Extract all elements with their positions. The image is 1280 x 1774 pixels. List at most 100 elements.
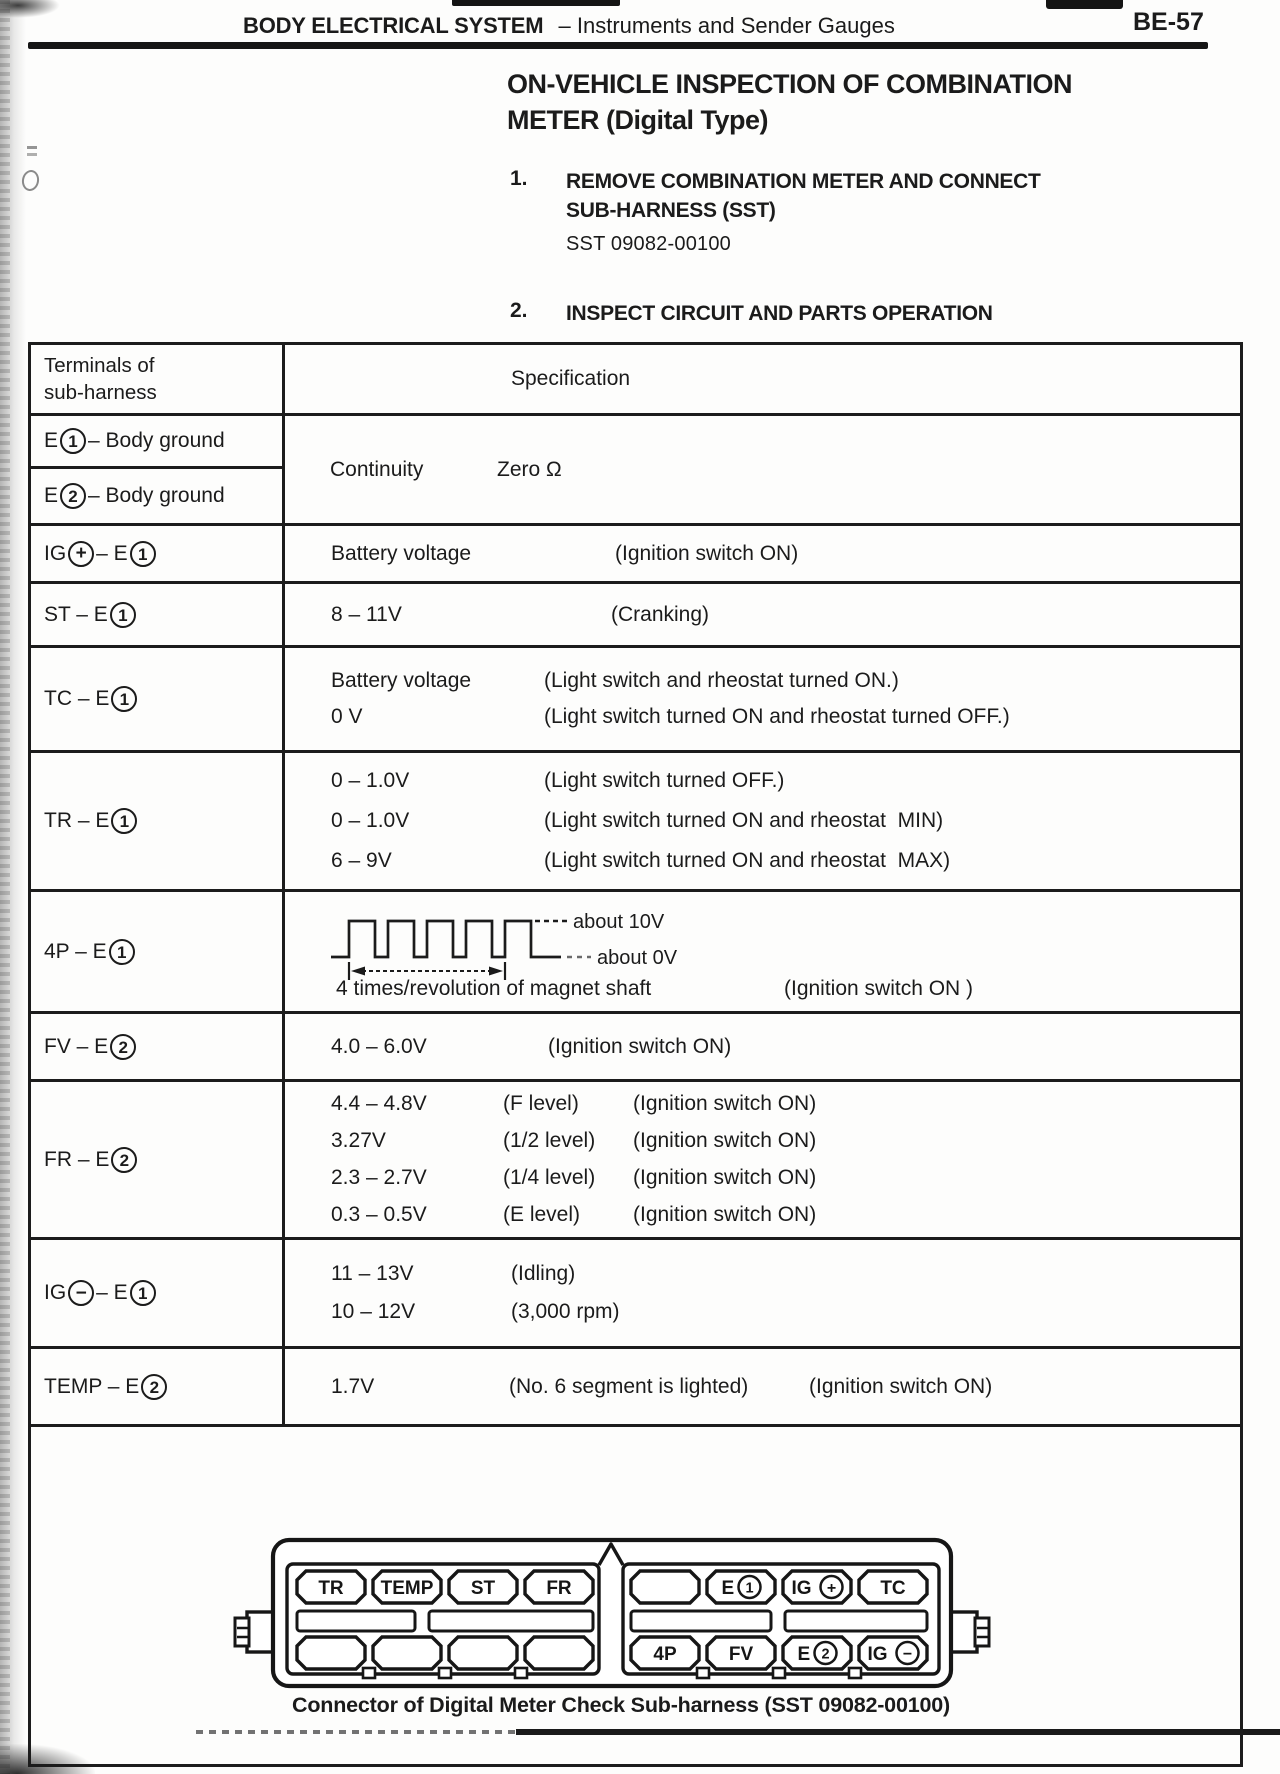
middle-slot-3 — [629, 1609, 773, 1633]
spec-cell-tr-e1: 0 – 1.0V (Light switch turned OFF.) 0 – 1.… — [282, 750, 1243, 892]
spec-content: 4.4 – 4.8V (F level) (Ignition switch ON) 3… — [285, 1082, 1240, 1237]
header-cell-terminals: Terminals of sub-harness — [28, 342, 285, 416]
circled-symbol: 2 — [110, 1033, 137, 1060]
pin-label-text: IG — [792, 1578, 812, 1599]
terminal-text: E — [44, 429, 59, 453]
pin-label-text: TR — [318, 1578, 344, 1599]
spec-text: (E level) — [503, 1203, 581, 1226]
spec-line: 4.4 – 4.8V (F level) (Ignition switch ON) — [285, 1086, 1240, 1123]
spec-text: (Ignition switch ON ) — [784, 977, 974, 1000]
page-number: BE-57 — [1133, 8, 1204, 36]
diagram-caption: Connector of Digital Meter Check Sub-har… — [292, 1693, 950, 1717]
pin-label-text: E — [722, 1578, 735, 1599]
connector-pin-bottom-fv — [705, 1635, 777, 1671]
circled-symbol: 1 — [109, 601, 136, 628]
pin-label-circle-symbol: 2 — [821, 1647, 829, 1663]
spec-text: (Light switch and rheostat turned ON.) — [544, 669, 899, 692]
step2-number: 2. — [510, 299, 528, 322]
step1-sst-note: SST 09082-00100 — [566, 233, 731, 255]
scan-top-bar-2 — [1046, 0, 1123, 9]
spec-text: (Cranking) — [611, 602, 710, 626]
spec-text: 0 – 1.0V — [331, 769, 410, 792]
spec-text: 3.27V — [331, 1129, 386, 1152]
terminal-text: TC – E — [44, 687, 110, 710]
spec-text: 4.4 – 4.8V — [331, 1092, 427, 1115]
spec-line: Battery voltage (Light switch and rheosta… — [285, 663, 1240, 699]
step2-line1: INSPECT CIRCUIT AND PARTS OPERATION — [566, 302, 993, 325]
circled-symbol: 1 — [129, 1280, 156, 1306]
connector-pin-bottom-e2 — [781, 1635, 853, 1671]
spec-text: Continuity — [330, 457, 424, 481]
terminal-text: – E — [96, 1281, 128, 1304]
spec-text: (Light switch turned ON and rheostat tur… — [544, 705, 1010, 728]
spec-line: 11 – 13V (Idling) — [285, 1255, 1240, 1293]
spec-text: 2.3 – 2.7V — [331, 1166, 427, 1189]
connector-pin-top-fr — [523, 1569, 595, 1605]
spec-content: Battery voltage (Light switch and rheosta… — [285, 648, 1240, 750]
terminal-text: – Body ground — [88, 484, 225, 508]
middle-slot-2 — [427, 1609, 595, 1633]
table-row-fr-e2: FR – E 2 4.4 – 4.8V (F level) (Ignition swit… — [28, 1079, 1243, 1240]
spec-text: (Ignition switch ON) — [615, 541, 799, 565]
pin-label-circle-symbol: − — [903, 1646, 912, 1663]
terminal-text: IG — [44, 1281, 67, 1304]
connector-pin-top-temp — [371, 1569, 443, 1605]
left-tab-inner — [233, 1616, 251, 1648]
spec-line: Continuity Zero Ω — [285, 455, 1240, 485]
spec-line: 0 V (Light switch turned ON and rheostat … — [285, 699, 1240, 735]
terminal-text: – Body ground — [88, 429, 225, 453]
spec-text: (Light switch turned ON and rheostat MIN… — [544, 809, 944, 832]
spec-text: (Ignition switch ON) — [633, 1203, 817, 1226]
spec-cell-ig-plus-e1: Battery voltage (Ignition switch ON) — [282, 523, 1243, 584]
spec-text: (Ignition switch ON) — [633, 1092, 817, 1115]
left-tab-slats — [237, 1626, 249, 1639]
spec-line: 0 – 1.0V (Light switch turned ON and rheo… — [285, 801, 1240, 841]
pin-label-text: E — [798, 1644, 811, 1665]
spec-cell-fr-e2: 4.4 – 4.8V (F level) (Ignition switch ON) 3… — [282, 1079, 1243, 1240]
spec-text: 0 V — [331, 705, 363, 728]
spec-text: (1/4 level) — [503, 1166, 596, 1189]
terminal-label: E 2– Body ground — [31, 483, 282, 510]
spec-text: (Light switch turned ON and rheostat MAX… — [544, 849, 951, 872]
spec-text: (No. 6 segment is lighted) — [509, 1374, 749, 1398]
dimension-ticks — [347, 962, 507, 980]
circled-symbol: 1 — [111, 808, 138, 834]
spec-text: 11 – 13V — [331, 1262, 414, 1285]
connector-pin-top-tr — [295, 1569, 367, 1605]
spec-text: 10 – 12V — [331, 1300, 416, 1323]
terminal-text: FV – E — [44, 1034, 109, 1058]
spec-text: 0.3 – 0.5V — [331, 1203, 427, 1226]
spec-cell-tc-e1: Battery voltage (Light switch and rheosta… — [282, 645, 1243, 753]
scan-top-bar-1 — [452, 0, 620, 6]
circled-symbol: 2 — [141, 1373, 168, 1400]
section-title-line1: ON-VEHICLE INSPECTION OF COMBINATION — [507, 69, 1073, 99]
scan-left-noise-strip — [0, 0, 26, 1774]
pin-label-circle — [819, 1574, 844, 1600]
spec-line: 0 – 1.0V (Light switch turned OFF.) — [285, 761, 1240, 801]
spec-line: 4 times/revolution of magnet shaft (Ignit… — [285, 974, 1240, 1004]
step1-line1: REMOVE COMBINATION METER AND CONNECT — [566, 170, 1041, 193]
specification-header-label: Specification — [511, 367, 631, 390]
alignment-notch — [597, 1542, 625, 1566]
spec-text: (1/2 level) — [503, 1129, 596, 1152]
spec-content: Continuity Zero Ω — [285, 416, 1240, 523]
connector-pin-bottom-blank — [523, 1635, 595, 1671]
spec-line: 2.3 – 2.7V (1/4 level) (Ignition switch ON… — [285, 1160, 1240, 1197]
spec-line: 4.0 – 6.0V (Ignition switch ON) — [285, 1032, 1240, 1062]
pin-label-text: FR — [546, 1578, 572, 1599]
terminal-cell-e1-ground: E 1– Body ground — [28, 412, 285, 470]
terminal-text: TR – E — [44, 809, 110, 832]
right-tab-outer — [949, 1610, 979, 1654]
terminal-label: E 1– Body ground — [31, 428, 282, 455]
